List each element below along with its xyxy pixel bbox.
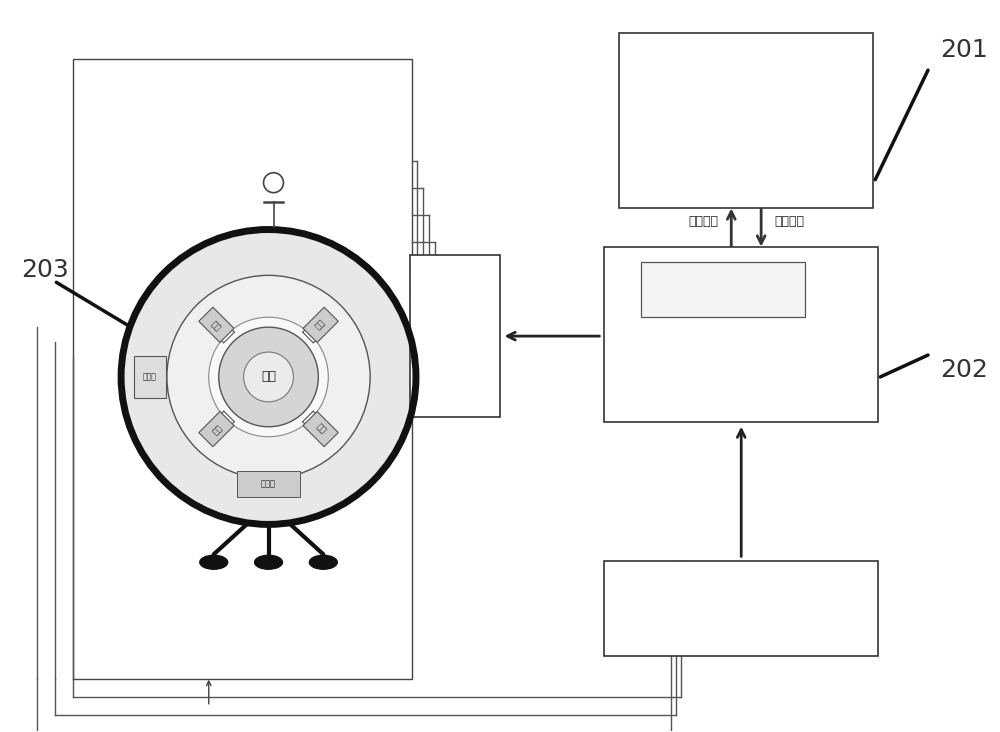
Text: 路: 路: [737, 622, 745, 636]
Circle shape: [219, 327, 318, 427]
Bar: [641, 262, 805, 317]
Text: 202: 202: [940, 358, 988, 382]
Text: 线圈: 线圈: [210, 318, 223, 332]
Bar: [619, 33, 873, 208]
Bar: [134, 356, 166, 398]
Bar: [73, 59, 412, 679]
Text: 线圈: 线圈: [210, 422, 223, 436]
Text: 功率: 功率: [446, 294, 463, 307]
Text: 线圈: 线圈: [314, 422, 327, 436]
Text: 电磁铁: 电磁铁: [261, 479, 276, 488]
Bar: [303, 307, 338, 343]
Text: 传感器信号转换电: 传感器信号转换电: [708, 592, 775, 606]
Text: 4G模块: 4G模块: [707, 283, 740, 296]
Text: 201: 201: [940, 38, 988, 62]
Text: 转子: 转子: [261, 370, 276, 384]
Bar: [303, 411, 338, 447]
Text: 上位机: 上位机: [733, 95, 760, 111]
Text: 放大: 放大: [446, 329, 463, 343]
Text: 线圈: 线圈: [314, 318, 327, 332]
Bar: [237, 471, 300, 496]
Ellipse shape: [309, 556, 337, 569]
Bar: [410, 255, 500, 417]
Circle shape: [209, 317, 328, 437]
Bar: [199, 411, 234, 447]
Bar: [199, 307, 234, 343]
Circle shape: [244, 352, 293, 402]
Text: 传感器: 传感器: [143, 373, 157, 381]
Ellipse shape: [255, 556, 282, 569]
Text: 指令下发: 指令下发: [774, 215, 804, 228]
Text: （含预测模型）: （含预测模型）: [714, 134, 778, 149]
Bar: [604, 247, 878, 422]
Bar: [604, 561, 878, 656]
Text: 器: 器: [451, 365, 459, 378]
Circle shape: [167, 275, 370, 479]
Text: 203: 203: [21, 258, 69, 283]
Text: 数据采集: 数据采集: [688, 215, 718, 228]
Ellipse shape: [200, 556, 228, 569]
Text: 轴承控制器: 轴承控制器: [718, 367, 764, 381]
Circle shape: [121, 230, 416, 524]
